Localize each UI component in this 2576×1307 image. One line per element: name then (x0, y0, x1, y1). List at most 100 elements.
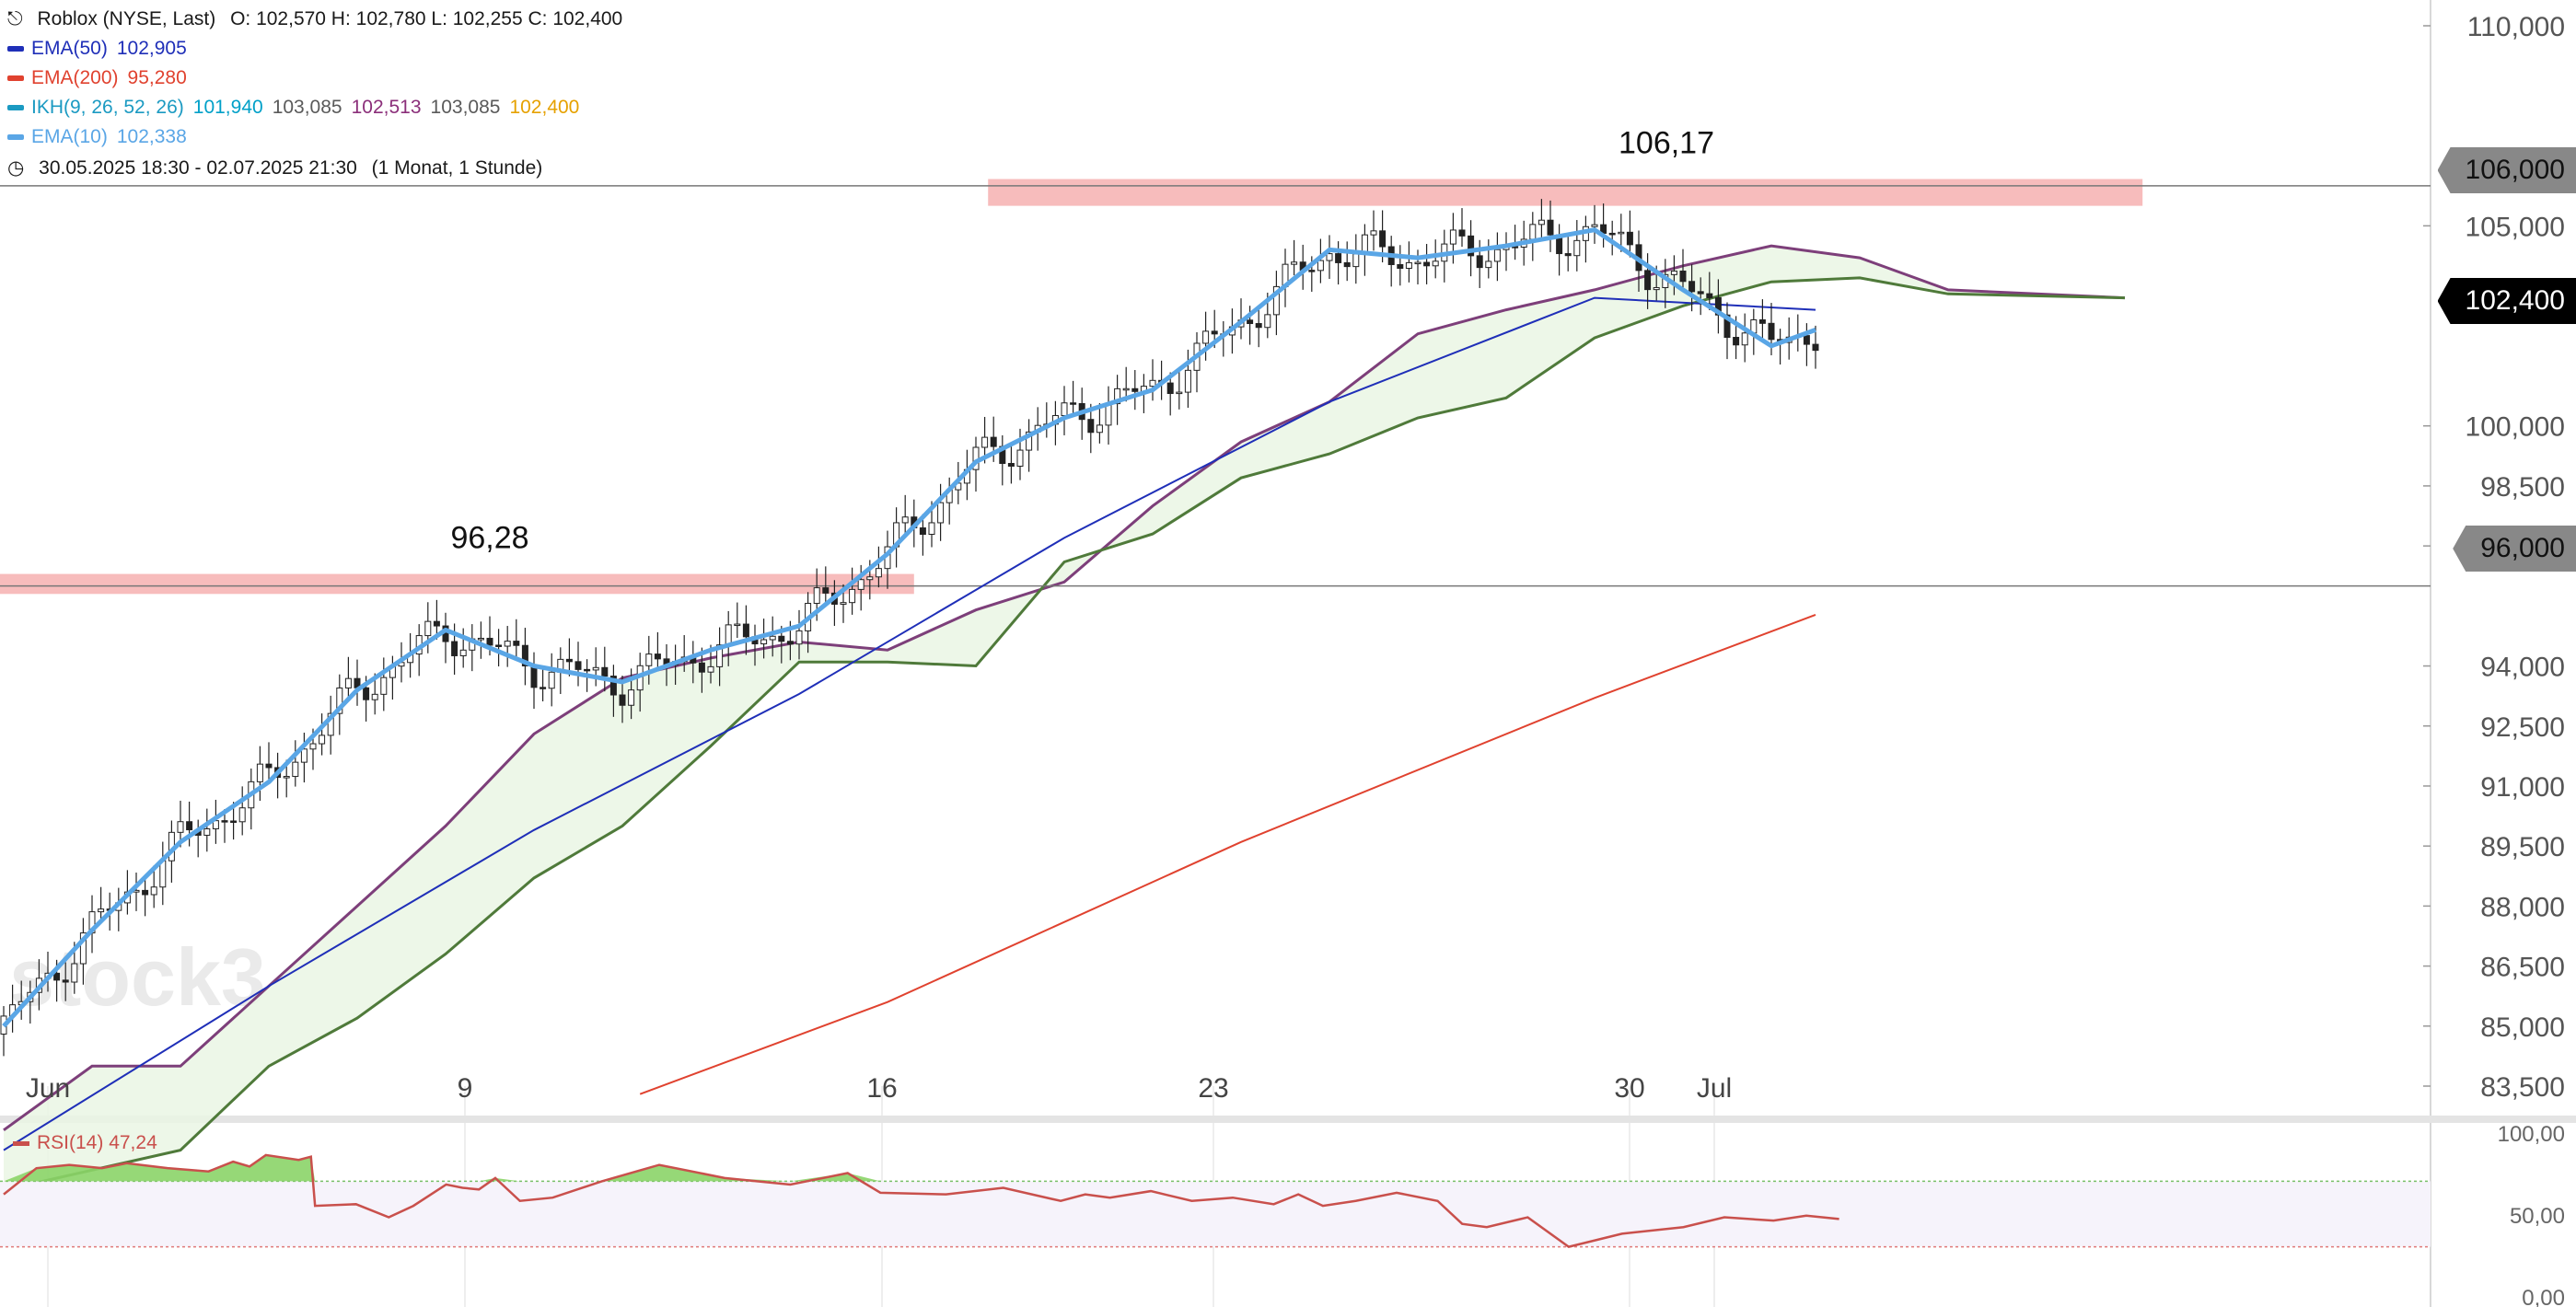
candle-body (1733, 337, 1740, 346)
rsi-label: RSI(14) (37, 1132, 104, 1153)
candle-body (1352, 253, 1360, 268)
resistance-zone-label: 96,28 (450, 521, 528, 556)
candle-body (230, 820, 238, 823)
y-tick-label: 89,500 (2480, 832, 2565, 862)
candle-body (1184, 369, 1191, 393)
candle-body (1308, 270, 1316, 272)
current-price-label: 102,400 (2437, 278, 2576, 324)
candle-body (1458, 229, 1466, 237)
candle-body (1370, 230, 1377, 236)
candle-body (459, 649, 467, 656)
candle-body (1087, 419, 1095, 434)
pane-divider (0, 1116, 2576, 1123)
candle-body (1537, 219, 1545, 226)
candle-body (1166, 382, 1174, 395)
legend-ikh[interactable]: IKH(9, 26, 52, 26) 101,940 103,085 102,513 1… (7, 96, 588, 120)
candle-body (919, 527, 926, 535)
time-range-detail: (1 Monat, 1 Stunde) (371, 157, 543, 179)
candle-body (1697, 291, 1704, 295)
watermark-logo: stock3 (9, 931, 266, 1023)
time-range: ◷ 30.05.2025 18:30 - 02.07.2025 21:30 (1… (7, 156, 560, 180)
candle-body (203, 827, 211, 836)
y-tick-label: 85,000 (2480, 1012, 2565, 1043)
ema10-swatch-icon (7, 134, 24, 141)
candle-body (1414, 261, 1421, 265)
candle-body (1591, 224, 1598, 227)
x-tick-label: Jun (26, 1073, 70, 1104)
resistance-zone (988, 179, 2143, 206)
chart-icon: ⎋ (7, 8, 23, 29)
candle-body (336, 687, 343, 714)
y-tick-label: 88,000 (2480, 892, 2565, 922)
y-tick-label: 98,500 (2480, 472, 2565, 503)
candle-body (1096, 424, 1103, 434)
candle-body (1476, 255, 1483, 269)
legend-ema50[interactable]: EMA(50) 102,905 (7, 37, 196, 61)
ema50-line (3, 296, 1816, 1151)
legend-ema10[interactable]: EMA(10) 102,338 (7, 125, 196, 149)
candle-body (1255, 323, 1262, 329)
candle-body (1272, 285, 1280, 316)
candle-body (601, 666, 609, 677)
candle-body (1149, 379, 1156, 387)
candle-body (1803, 335, 1810, 345)
candle-body (1608, 232, 1616, 236)
ikh-upper-line (3, 244, 2126, 1132)
candle-body (283, 776, 290, 779)
candle-body (371, 693, 378, 700)
ema10-line (2, 227, 1816, 1028)
candle-body (177, 821, 184, 833)
x-tick-label: 9 (458, 1073, 473, 1104)
candle-body (786, 641, 794, 645)
candle-body (1723, 314, 1731, 339)
candle-body (424, 620, 432, 637)
candle-body (645, 654, 653, 666)
candle-body (875, 568, 882, 578)
candle-body (1688, 281, 1696, 293)
candle-body (380, 677, 388, 695)
candle-body (495, 644, 503, 647)
candle-body (1768, 322, 1775, 341)
y-tick-label: 94,000 (2480, 653, 2565, 683)
candle-body (1644, 270, 1652, 291)
candle-body (619, 694, 626, 706)
rsi-overbought-fill (4, 1154, 1839, 1182)
candle-body (1432, 260, 1439, 267)
candle-body (1423, 261, 1431, 267)
candle-body (486, 637, 493, 646)
candle-body (778, 635, 785, 642)
candle-body (742, 623, 749, 638)
candle-body (1564, 253, 1572, 257)
candle-body (548, 671, 555, 689)
candle-body (840, 602, 847, 605)
y-tick-label: 91,000 (2480, 772, 2565, 803)
ema50-value: 102,905 (116, 38, 187, 59)
candle-body (1618, 231, 1625, 235)
candle-body (734, 623, 741, 627)
candle-body (1653, 286, 1660, 291)
candle-body (71, 963, 78, 983)
candle-body (1485, 260, 1492, 269)
y-tick-label: 83,500 (2480, 1072, 2565, 1103)
legend-ema200[interactable]: EMA(200) 95,280 (7, 66, 196, 90)
candle-body (1335, 253, 1342, 263)
candle-body (1176, 391, 1183, 395)
rsi-tick-label: 100,00 (2498, 1122, 2565, 1147)
candle-body (1468, 235, 1475, 257)
candle-body (1670, 271, 1677, 275)
candle-body (433, 620, 440, 627)
y-tick-label: 92,500 (2480, 712, 2565, 743)
level-label-106: 106,000 (2437, 147, 2576, 193)
ikh-value-2: 103,085 (272, 97, 342, 118)
ikh-cloud (4, 246, 2125, 1191)
candle-body (1131, 387, 1139, 392)
candle-body (1326, 253, 1333, 261)
candle-body (1405, 261, 1412, 270)
candle-body (592, 666, 599, 671)
candle-body (150, 886, 157, 896)
ema200-line (639, 613, 1816, 1095)
rsi-legend[interactable]: RSI(14) 47,24 (13, 1132, 157, 1154)
candle-body (1397, 263, 1404, 270)
ema10-value: 102,338 (116, 126, 187, 147)
